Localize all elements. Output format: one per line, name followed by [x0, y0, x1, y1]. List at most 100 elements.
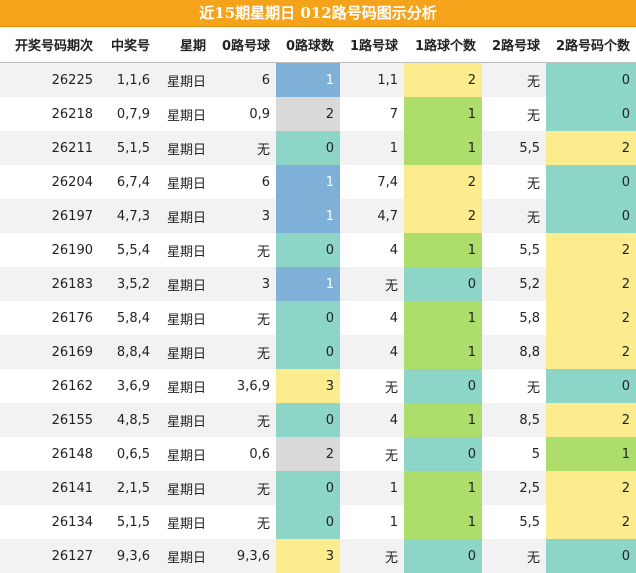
header-r0-balls: 0路号球: [212, 27, 276, 63]
issue-cell: 26148: [0, 437, 99, 471]
r1-count-cell: 1: [404, 471, 482, 505]
r0-count-cell: 0: [276, 301, 340, 335]
r2-balls-cell: 8,5: [482, 403, 546, 437]
r2-count-cell: 1: [546, 437, 636, 471]
r1-count-cell: 1: [404, 301, 482, 335]
weekday-cell: 星期日: [156, 233, 212, 267]
table-row: 26127 9,3,6 星期日 9,3,6 3 无 0 无 0: [0, 539, 636, 573]
issue-cell: 26169: [0, 335, 99, 369]
r1-balls-cell: 无: [340, 267, 404, 301]
r1-balls-cell: 无: [340, 539, 404, 573]
r0-balls-cell: 3: [212, 267, 276, 301]
r0-count-cell: 0: [276, 403, 340, 437]
number-cell: 4,8,5: [99, 403, 156, 437]
weekday-cell: 星期日: [156, 301, 212, 335]
r2-balls-cell: 5,5: [482, 233, 546, 267]
number-cell: 1,1,6: [99, 62, 156, 97]
r0-count-cell: 1: [276, 62, 340, 97]
number-cell: 5,8,4: [99, 301, 156, 335]
r2-count-cell: 2: [546, 267, 636, 301]
r1-count-cell: 0: [404, 369, 482, 403]
r1-balls-cell: 1: [340, 505, 404, 539]
r1-count-cell: 1: [404, 335, 482, 369]
number-cell: 5,1,5: [99, 505, 156, 539]
table-row: 26148 0,6,5 星期日 0,6 2 无 0 5 1: [0, 437, 636, 471]
r2-balls-cell: 5,2: [482, 267, 546, 301]
r1-balls-cell: 4: [340, 301, 404, 335]
r2-count-cell: 0: [546, 199, 636, 233]
page-title: 近15期星期日 012路号码图示分析: [0, 0, 636, 27]
number-cell: 0,7,9: [99, 97, 156, 131]
table-row: 26176 5,8,4 星期日无 0 4 1 5,8 2: [0, 301, 636, 335]
r0-balls-cell: 无: [212, 403, 276, 437]
r1-count-cell: 1: [404, 131, 482, 165]
header-issue: 开奖号码期次: [0, 27, 99, 63]
r1-count-cell: 2: [404, 165, 482, 199]
r0-count-cell: 1: [276, 199, 340, 233]
r2-balls-cell: 无: [482, 165, 546, 199]
issue-cell: 26183: [0, 267, 99, 301]
r0-count-cell: 2: [276, 437, 340, 471]
weekday-cell: 星期日: [156, 97, 212, 131]
issue-cell: 26141: [0, 471, 99, 505]
r2-balls-cell: 8,8: [482, 335, 546, 369]
table-row: 26204 6,7,4 星期日 6 1 7,4 2 无 0: [0, 165, 636, 199]
weekday-cell: 星期日: [156, 539, 212, 573]
weekday-cell: 星期日: [156, 199, 212, 233]
number-cell: 5,5,4: [99, 233, 156, 267]
r0-balls-cell: 3,6,9: [212, 369, 276, 403]
header-weekday: 星期: [156, 27, 212, 63]
header-number: 中奖号: [99, 27, 156, 63]
r1-balls-cell: 4,7: [340, 199, 404, 233]
issue-cell: 26204: [0, 165, 99, 199]
r2-count-cell: 0: [546, 539, 636, 573]
r1-count-cell: 0: [404, 267, 482, 301]
table-row: 26169 8,8,4 星期日无 0 4 1 8,8 2: [0, 335, 636, 369]
r1-count-cell: 1: [404, 97, 482, 131]
weekday-cell: 星期日: [156, 505, 212, 539]
r2-count-cell: 0: [546, 369, 636, 403]
r0-count-cell: 3: [276, 369, 340, 403]
r1-balls-cell: 7: [340, 97, 404, 131]
r2-count-cell: 2: [546, 471, 636, 505]
r0-count-cell: 1: [276, 165, 340, 199]
issue-cell: 26155: [0, 403, 99, 437]
r0-balls-cell: 无: [212, 233, 276, 267]
header-r1-count: 1路球个数: [404, 27, 482, 63]
weekday-cell: 星期日: [156, 403, 212, 437]
r1-count-cell: 0: [404, 437, 482, 471]
r2-count-cell: 0: [546, 165, 636, 199]
r2-balls-cell: 无: [482, 369, 546, 403]
r0-count-cell: 0: [276, 335, 340, 369]
r0-balls-cell: 无: [212, 505, 276, 539]
number-cell: 9,3,6: [99, 539, 156, 573]
header-r2-count: 2路号码个数: [546, 27, 636, 63]
r2-count-cell: 2: [546, 335, 636, 369]
r2-count-cell: 2: [546, 403, 636, 437]
r0-balls-cell: 6: [212, 165, 276, 199]
r0-balls-cell: 无: [212, 301, 276, 335]
r2-count-cell: 0: [546, 97, 636, 131]
r2-balls-cell: 无: [482, 539, 546, 573]
r2-balls-cell: 5,8: [482, 301, 546, 335]
issue-cell: 26134: [0, 505, 99, 539]
r2-count-cell: 2: [546, 233, 636, 267]
r2-count-cell: 2: [546, 301, 636, 335]
r0-balls-cell: 无: [212, 471, 276, 505]
number-cell: 6,7,4: [99, 165, 156, 199]
table-row: 26190 5,5,4 星期日无 0 4 1 5,5 2: [0, 233, 636, 267]
header-r1-balls: 1路号球: [340, 27, 404, 63]
analysis-table: 开奖号码期次 中奖号 星期 0路号球 0路球数 1路号球 1路球个数 2路号球 …: [0, 27, 636, 573]
r1-count-cell: 2: [404, 62, 482, 97]
r0-count-cell: 0: [276, 131, 340, 165]
weekday-cell: 星期日: [156, 267, 212, 301]
table-row: 26197 4,7,3 星期日 3 1 4,7 2 无 0: [0, 199, 636, 233]
weekday-cell: 星期日: [156, 471, 212, 505]
r0-count-cell: 1: [276, 267, 340, 301]
issue-cell: 26127: [0, 539, 99, 573]
table-header-row: 开奖号码期次 中奖号 星期 0路号球 0路球数 1路号球 1路球个数 2路号球 …: [0, 27, 636, 63]
weekday-cell: 星期日: [156, 437, 212, 471]
r1-balls-cell: 1: [340, 471, 404, 505]
r2-balls-cell: 无: [482, 199, 546, 233]
